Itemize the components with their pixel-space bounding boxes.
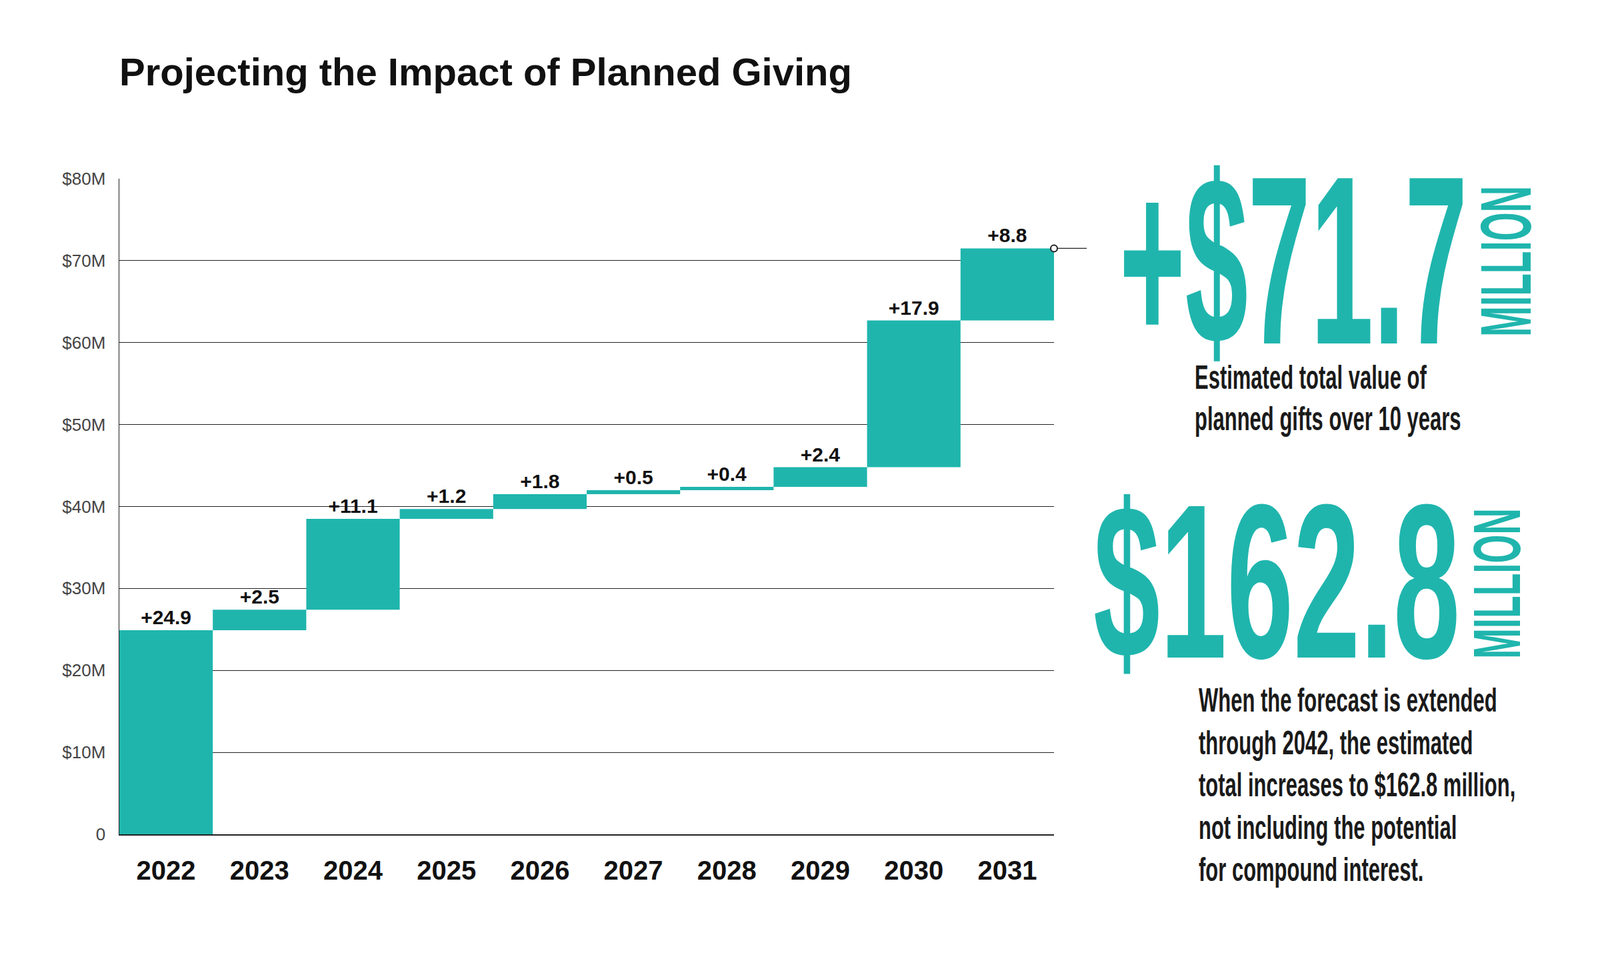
svg-text:+8.8: +8.8 (987, 224, 1027, 246)
svg-text:$40M: $40M (62, 496, 106, 517)
svg-text:2028: 2028 (697, 855, 757, 885)
svg-text:for compound interest.: for compound interest. (1198, 850, 1424, 888)
svg-text:2025: 2025 (416, 855, 476, 885)
svg-text:total increases to $162.8 mill: total increases to $162.8 million, (1198, 765, 1516, 803)
svg-text:$70M: $70M (62, 250, 106, 271)
svg-text:+0.4: +0.4 (707, 462, 748, 485)
svg-text:When the forecast is extended: When the forecast is extended (1198, 680, 1498, 718)
svg-text:+2.5: +2.5 (240, 585, 280, 608)
svg-text:$162.8: $162.8 (1093, 458, 1460, 704)
svg-text:+2.4: +2.4 (800, 443, 841, 466)
svg-text:2027: 2027 (604, 855, 664, 885)
svg-text:2022: 2022 (136, 855, 196, 885)
svg-text:planned gifts over 10 years: planned gifts over 10 years (1194, 399, 1462, 437)
svg-text:Estimated total value of: Estimated total value of (1194, 358, 1427, 396)
svg-text:2030: 2030 (884, 855, 944, 885)
svg-text:2029: 2029 (790, 855, 850, 885)
svg-text:2024: 2024 (323, 855, 384, 885)
svg-text:$80M: $80M (62, 168, 106, 189)
svg-text:$60M: $60M (62, 332, 106, 353)
svg-text:+1.8: +1.8 (520, 470, 560, 492)
svg-text:through 2042, the estimated: through 2042, the estimated (1198, 723, 1474, 761)
svg-text:not including the potential: not including the potential (1198, 808, 1457, 846)
svg-text:+$71.7: +$71.7 (1119, 126, 1468, 395)
svg-text:2026: 2026 (510, 855, 570, 885)
svg-text:$10M: $10M (62, 742, 106, 762)
svg-text:0: 0 (96, 824, 106, 844)
svg-text:+11.1: +11.1 (328, 494, 378, 517)
svg-text:2031: 2031 (977, 855, 1037, 885)
svg-text:2023: 2023 (230, 855, 290, 885)
svg-text:$20M: $20M (62, 660, 106, 680)
svg-text:$30M: $30M (62, 578, 106, 598)
svg-text:$50M: $50M (62, 414, 106, 435)
svg-text:MILLION: MILLION (1460, 508, 1535, 659)
svg-text:+24.9: +24.9 (140, 606, 192, 628)
svg-text:+0.5: +0.5 (613, 466, 653, 488)
svg-text:+1.2: +1.2 (426, 484, 466, 507)
svg-text:Projecting the Impact of Plann: Projecting the Impact of Planned Giving (119, 50, 852, 94)
svg-text:+17.9: +17.9 (888, 296, 940, 319)
svg-text:MILLION: MILLION (1465, 186, 1546, 337)
